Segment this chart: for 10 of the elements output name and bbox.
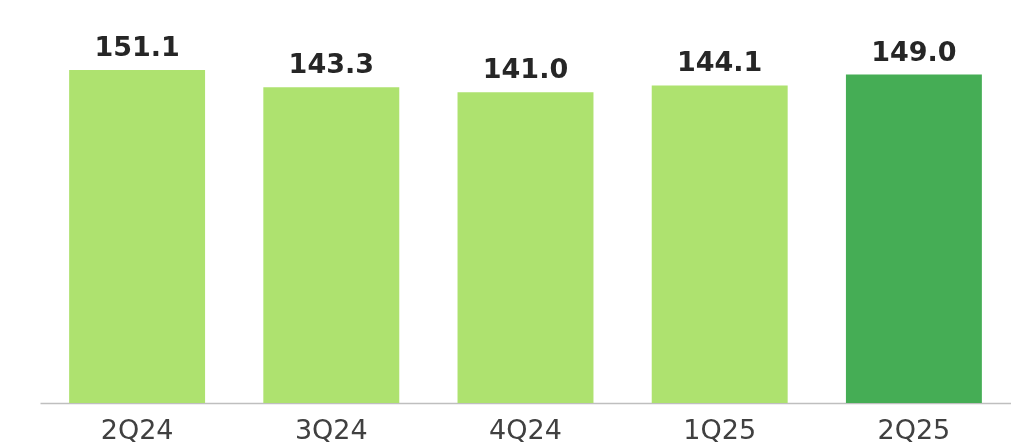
data-label: 151.1 — [94, 30, 180, 62]
data-label: 143.3 — [288, 48, 374, 80]
data-label: 144.1 — [677, 46, 763, 78]
x-tick-label: 4Q24 — [489, 413, 562, 445]
x-tick-label: 1Q25 — [683, 413, 757, 445]
data-label: 149.0 — [871, 35, 957, 67]
x-tick-label: 2Q24 — [100, 413, 174, 445]
x-tick-label: 2Q25 — [877, 413, 951, 445]
data-label: 141.0 — [482, 53, 569, 85]
x-tick-label: 3Q24 — [294, 413, 368, 445]
